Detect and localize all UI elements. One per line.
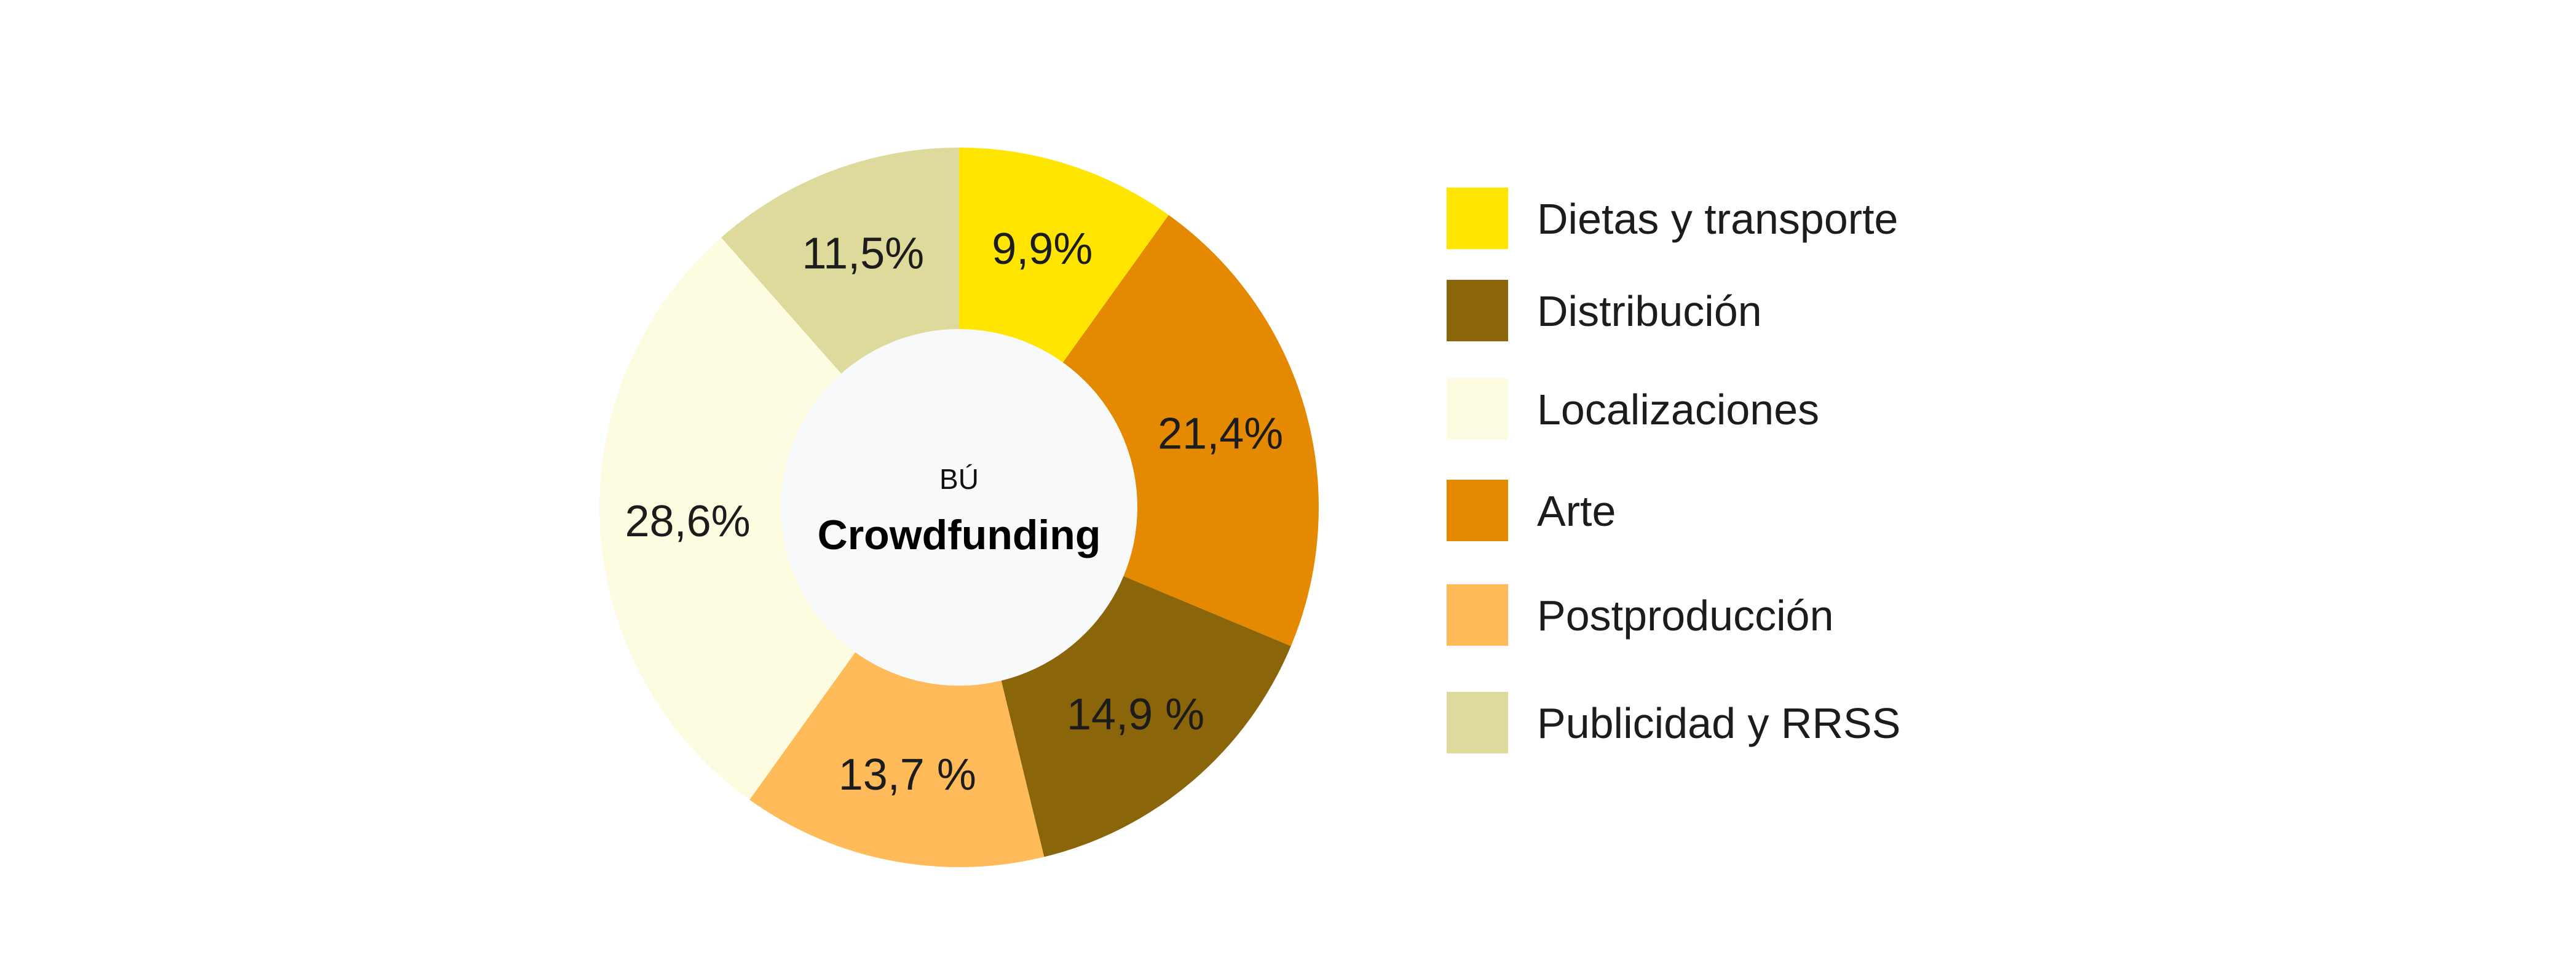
center-subtitle: BÚ: [939, 463, 979, 495]
slice-labels: 9,9% 21,4% 14,9 % 13,7 % 28,6% 11,5%: [625, 224, 1284, 799]
donut-center: [781, 329, 1137, 686]
legend-swatch-publicidad-y-rrss: [1447, 692, 1508, 753]
legend-swatch-arte: [1447, 480, 1508, 541]
legend-swatch-distribucion: [1447, 280, 1508, 341]
slice-label-distribucion: 14,9 %: [1067, 690, 1204, 739]
legend-swatch-postproduccion: [1447, 584, 1508, 646]
slice-label-postproduccion: 13,7 %: [839, 750, 976, 799]
center-title: Crowdfunding: [818, 512, 1101, 558]
legend-label-distribucion: Distribución: [1537, 287, 1762, 335]
legend-label-arte: Arte: [1537, 487, 1616, 535]
legend-label-publicidad-y-rrss: Publicidad y RRSS: [1537, 699, 1900, 747]
slice-label-dietas-y-transporte: 9,9%: [992, 224, 1092, 274]
slice-label-publicidad-y-rrss: 11,5%: [802, 229, 924, 279]
slice-localizaciones: [599, 237, 959, 800]
legend-label-dietas-y-transporte: Dietas y transporte: [1537, 195, 1898, 243]
legend-swatch-localizaciones: [1447, 378, 1508, 440]
legend-label-localizaciones: Localizaciones: [1537, 386, 1819, 434]
legend-swatch-dietas-y-transporte: [1447, 188, 1508, 249]
slice-label-arte: 21,4%: [1158, 409, 1283, 458]
slice-label-localizaciones: 28,6%: [625, 497, 751, 546]
legend-label-postproduccion: Postproducción: [1537, 592, 1834, 640]
legend: Dietas y transporte Distribución Localizac…: [1447, 188, 1900, 753]
